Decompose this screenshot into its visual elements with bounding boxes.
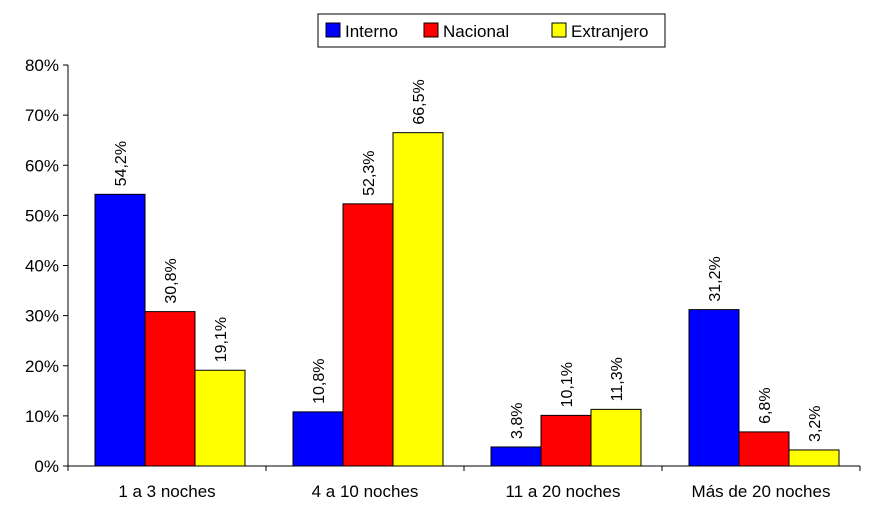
legend-box: [317, 13, 666, 48]
data-label: 31,2%: [707, 256, 724, 301]
legend: Interno Nacional Extranjero: [317, 13, 666, 48]
y-tick-label: 40%: [25, 257, 59, 276]
legend-swatch-nacional: [423, 22, 439, 38]
bar-interno-4: [688, 309, 740, 467]
data-label: 3,2%: [807, 405, 824, 441]
data-label: 10,1%: [559, 362, 576, 407]
y-tick-label: 60%: [25, 156, 59, 175]
data-label: 30,8%: [163, 258, 180, 303]
bar-interno-2: [292, 411, 344, 467]
y-tick-label: 30%: [25, 307, 59, 326]
data-label: 6,8%: [757, 387, 774, 423]
x-category-label: 11 a 20 noches: [506, 482, 621, 501]
data-label: 19,1%: [213, 317, 230, 362]
legend-swatch-interno: [325, 22, 341, 38]
y-tick-label: 50%: [25, 206, 59, 225]
x-category-label: 4 a 10 noches: [312, 482, 419, 501]
data-label: 3,8%: [509, 402, 526, 438]
y-tick-label: 80%: [25, 56, 59, 75]
bar-nacional-1: [144, 311, 196, 467]
legend-swatch-extranjero: [551, 22, 567, 38]
data-label: 66,5%: [411, 79, 428, 124]
bar-nacional-2: [342, 203, 394, 467]
bar-nacional-4: [738, 431, 790, 467]
bar-extranjero-2: [392, 132, 444, 467]
bar-extranjero-3: [590, 408, 642, 467]
bar-extranjero-1: [194, 369, 246, 467]
legend-label-extranjero: Extranjero: [571, 22, 648, 41]
bar-interno-1: [94, 193, 146, 467]
data-label: 54,2%: [113, 141, 130, 186]
y-tick-label: 20%: [25, 357, 59, 376]
data-label: 10,8%: [311, 358, 328, 403]
axes-layer: 0% 10% 20% 30% 40% 50% 60% 70% 80% 1 a 3 noches 4 …: [25, 56, 861, 501]
legend-label-interno: Interno: [345, 22, 398, 41]
bar-interno-3: [490, 446, 542, 467]
x-category-label: 1 a 3 noches: [118, 482, 215, 501]
data-labels-layer: 54,2% 30,8% 19,1% 10,8% 52,3% 66,5% 3,8% 10,1% 1…: [113, 79, 824, 442]
bars-layer: [94, 132, 840, 467]
bar-nacional-3: [540, 414, 592, 467]
y-tick-label: 70%: [25, 106, 59, 125]
x-category-label: Más de 20 noches: [692, 482, 831, 501]
data-label: 11,3%: [609, 357, 626, 401]
legend-label-nacional: Nacional: [443, 22, 509, 41]
y-tick-label: 0%: [34, 457, 59, 476]
data-label: 52,3%: [361, 150, 378, 195]
bar-extranjero-4: [788, 449, 840, 467]
y-tick-label: 10%: [25, 407, 59, 426]
